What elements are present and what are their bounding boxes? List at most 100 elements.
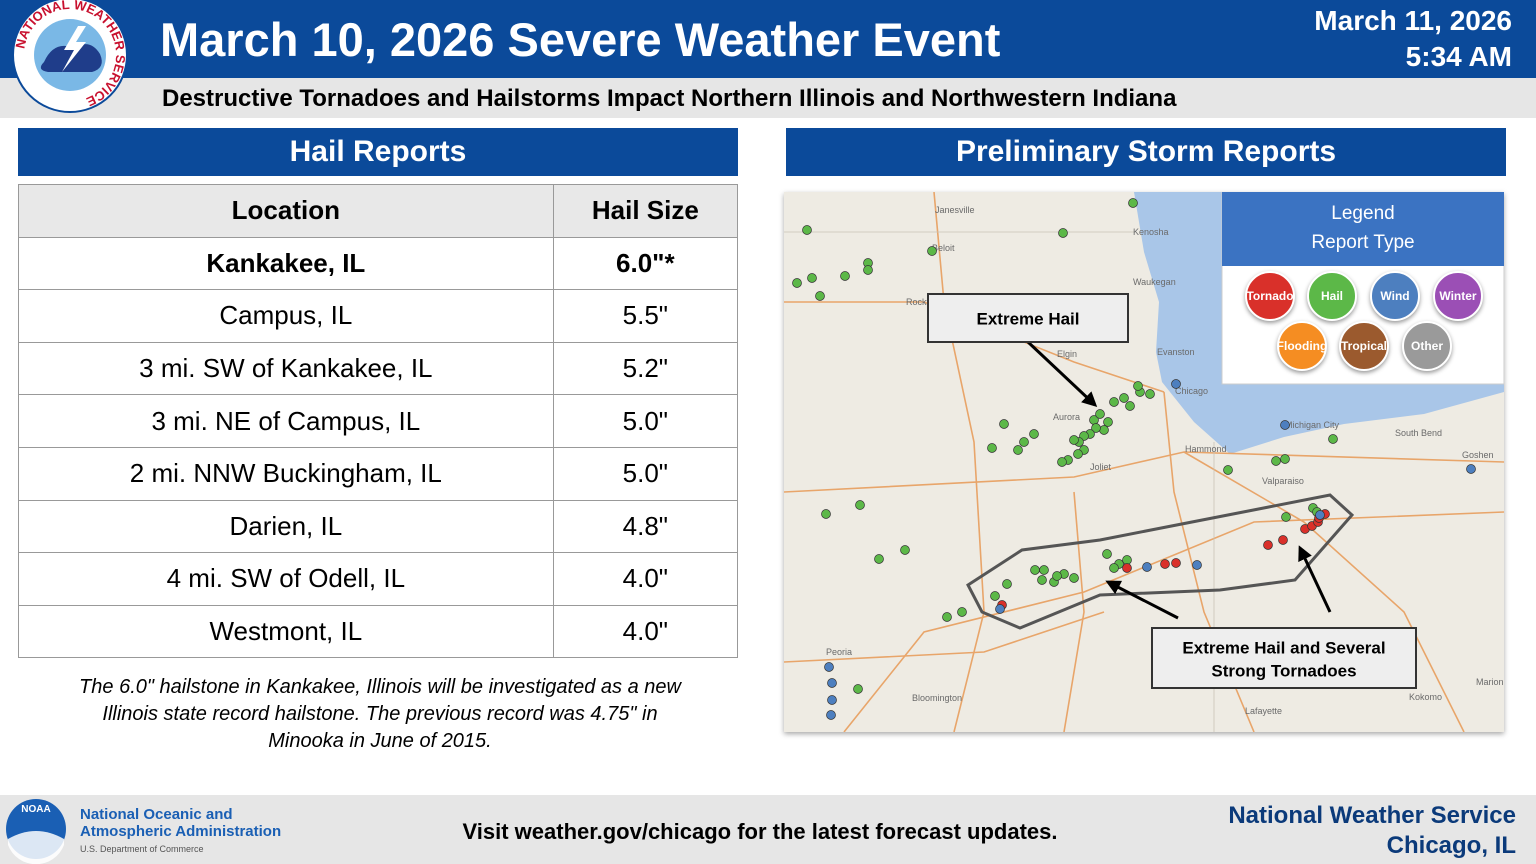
agency-name: Atmospheric Administration bbox=[80, 823, 281, 840]
report-dot bbox=[1058, 228, 1068, 238]
table-cell: 5.0" bbox=[552, 446, 739, 501]
report-dots bbox=[792, 198, 1476, 720]
report-dot bbox=[827, 695, 837, 705]
header-row: Location Hail Size bbox=[18, 184, 739, 238]
report-dot bbox=[1119, 393, 1129, 403]
legend-label: Tropical bbox=[1341, 339, 1387, 353]
road bbox=[1063, 491, 1085, 732]
footer: NOAA National Oceanic and Atmospheric Ad… bbox=[0, 795, 1536, 864]
noaa-wave bbox=[8, 831, 64, 864]
title: March 10, 2026 Severe Weather Event bbox=[160, 13, 1001, 66]
report-dot bbox=[1125, 401, 1135, 411]
place-label: Aurora bbox=[1053, 412, 1080, 422]
footer-band bbox=[0, 795, 1536, 864]
table-cell: Darien, IL bbox=[18, 499, 554, 554]
place-label: Joliet bbox=[1090, 462, 1112, 472]
report-dot bbox=[1030, 565, 1040, 575]
place-label: Valparaiso bbox=[1262, 476, 1304, 486]
note: The 6.0" hailstone in Kankakee, Illinois… bbox=[18, 674, 742, 755]
report-dot bbox=[863, 265, 873, 275]
place-label: South Bend bbox=[1395, 428, 1442, 438]
report-dot bbox=[840, 271, 850, 281]
report-dot bbox=[1160, 559, 1170, 569]
table-row: Darien, IL 4.8" bbox=[18, 499, 739, 554]
legend-swatch bbox=[1402, 321, 1452, 371]
report-dot bbox=[824, 662, 834, 672]
legend-items: Tornado Hail Wind Winter Flooding Tropical Oth… bbox=[1245, 271, 1483, 371]
legend-swatch bbox=[1245, 271, 1295, 321]
table-cell: 6.0"* bbox=[552, 236, 739, 291]
report-dot bbox=[1280, 420, 1290, 430]
time: 5:34 AM bbox=[1406, 41, 1512, 72]
legend-label: Tornado bbox=[1246, 289, 1293, 303]
subtitle-band bbox=[0, 78, 1536, 118]
report-dot bbox=[1171, 379, 1181, 389]
department: U.S. Department of Commerce bbox=[80, 844, 204, 854]
table-cell: 5.5" bbox=[552, 289, 739, 343]
road bbox=[843, 511, 1504, 732]
place-label: Hammond bbox=[1185, 444, 1227, 454]
legend-label: Hail bbox=[1321, 289, 1343, 303]
place-label: Goshen bbox=[1462, 450, 1494, 460]
report-dot bbox=[815, 291, 825, 301]
legend-swatch bbox=[1370, 271, 1420, 321]
header: NATIONAL WEATHER SERVICE March 10, 2026 … bbox=[0, 0, 1536, 118]
agency-name: National Oceanic and bbox=[80, 806, 233, 823]
report-dot bbox=[987, 443, 997, 453]
legend-swatch bbox=[1307, 271, 1357, 321]
legend-swatch bbox=[1277, 321, 1327, 371]
callout-text: Strong Tornadoes bbox=[1211, 661, 1356, 680]
table-cell: 4 mi. SW of Odell, IL bbox=[18, 552, 554, 606]
place-label: Marion bbox=[1476, 677, 1504, 687]
report-dot bbox=[1037, 575, 1047, 585]
report-dot bbox=[927, 246, 937, 256]
road bbox=[784, 611, 1105, 663]
report-dot bbox=[1019, 437, 1029, 447]
report-dot bbox=[792, 278, 802, 288]
footer-message: Visit weather.gov/chicago for the latest… bbox=[463, 819, 1058, 844]
report-dot bbox=[1052, 571, 1062, 581]
table-row: 3 mi. SW of Kankakee, IL 5.2" bbox=[18, 341, 739, 396]
report-dot bbox=[1128, 198, 1138, 208]
report-dot bbox=[1109, 563, 1119, 573]
report-dot bbox=[1029, 429, 1039, 439]
report-dot bbox=[1102, 549, 1112, 559]
office-name: National Weather Service bbox=[1228, 802, 1516, 829]
report-dot bbox=[1091, 423, 1101, 433]
table-cell: Westmont, IL bbox=[18, 604, 554, 659]
report-dot bbox=[1109, 397, 1119, 407]
report-dot bbox=[1069, 435, 1079, 445]
legend-swatch bbox=[1433, 271, 1483, 321]
report-dot bbox=[900, 545, 910, 555]
callout-box bbox=[1151, 627, 1417, 689]
report-dot bbox=[1002, 579, 1012, 589]
callout-arrow bbox=[1105, 580, 1179, 620]
place-labels: Janesville Beloit Rockford Kenosha Waukegan E… bbox=[826, 205, 1504, 716]
date: March 11, 2026 bbox=[1314, 5, 1512, 36]
note-line: Minooka in June of 2015. bbox=[268, 730, 492, 752]
column-header: Location bbox=[18, 184, 554, 238]
report-dot bbox=[827, 678, 837, 688]
report-dot bbox=[999, 419, 1009, 429]
report-dot bbox=[1171, 558, 1181, 568]
report-dot bbox=[1271, 456, 1281, 466]
table-cell: 5.0" bbox=[552, 394, 739, 448]
report-dot bbox=[1103, 417, 1113, 427]
legend-swatch bbox=[1339, 321, 1389, 371]
report-dot bbox=[1039, 565, 1049, 575]
event-outline bbox=[966, 493, 1355, 630]
legend-label: Wind bbox=[1380, 289, 1409, 303]
legend-label: Winter bbox=[1439, 289, 1477, 303]
report-dot bbox=[1223, 465, 1233, 475]
storm-map: Janesville Beloit Rockford Kenosha Waukegan E… bbox=[784, 192, 1504, 732]
column-header: Hail Size bbox=[552, 184, 739, 238]
report-dot bbox=[1263, 540, 1273, 550]
legend-header bbox=[1222, 192, 1504, 266]
road bbox=[1183, 451, 1465, 732]
report-dot bbox=[1057, 457, 1067, 467]
report-dot bbox=[807, 273, 817, 283]
report-dot bbox=[1145, 389, 1155, 399]
report-dot bbox=[1095, 409, 1105, 419]
report-dot bbox=[1328, 434, 1338, 444]
